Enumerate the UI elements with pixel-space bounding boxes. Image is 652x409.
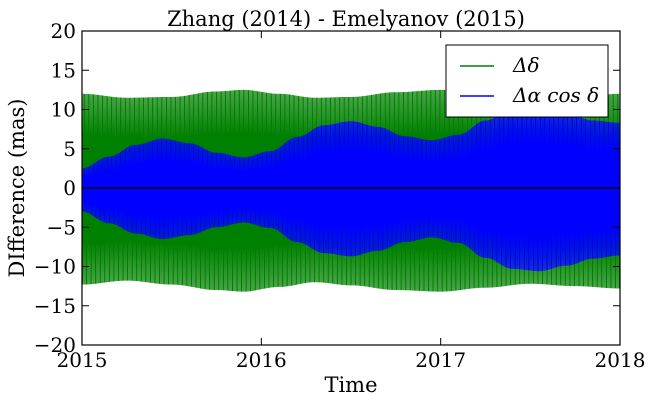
y-axis-label: DIfference (mas) [5,99,29,278]
x-tick-label: 2017 [415,348,466,372]
legend: Δδ Δα cos δ [445,44,609,118]
legend-box [445,44,609,118]
chart-title: Zhang (2014) - Emelyanov (2015) [167,7,525,31]
y-tick-label: 15 [51,58,76,82]
y-tick-label: −10 [34,255,76,279]
y-tick-label: −15 [34,294,76,318]
legend-label-delta-alpha-cos-delta: Δα cos δ [512,83,599,107]
x-tick-label: 2016 [236,348,287,372]
x-tick-label: 2018 [595,348,646,372]
y-tick-label: 5 [63,137,76,161]
y-tick-label: 10 [51,98,76,122]
x-tick-label: 2015 [57,348,108,372]
y-tick-label: −20 [34,333,76,357]
y-tick-label: −5 [47,215,76,239]
x-axis-label: Time [324,373,377,397]
y-tick-label: 0 [63,176,76,200]
series-layer [82,89,620,292]
legend-label-delta-delta: Δδ [512,53,539,77]
ticks-layer: 2015 2016 2017 2018 −20 −15 −10 −5 0 5 10 15 20 [34,19,646,372]
y-tick-label: 20 [51,19,76,43]
